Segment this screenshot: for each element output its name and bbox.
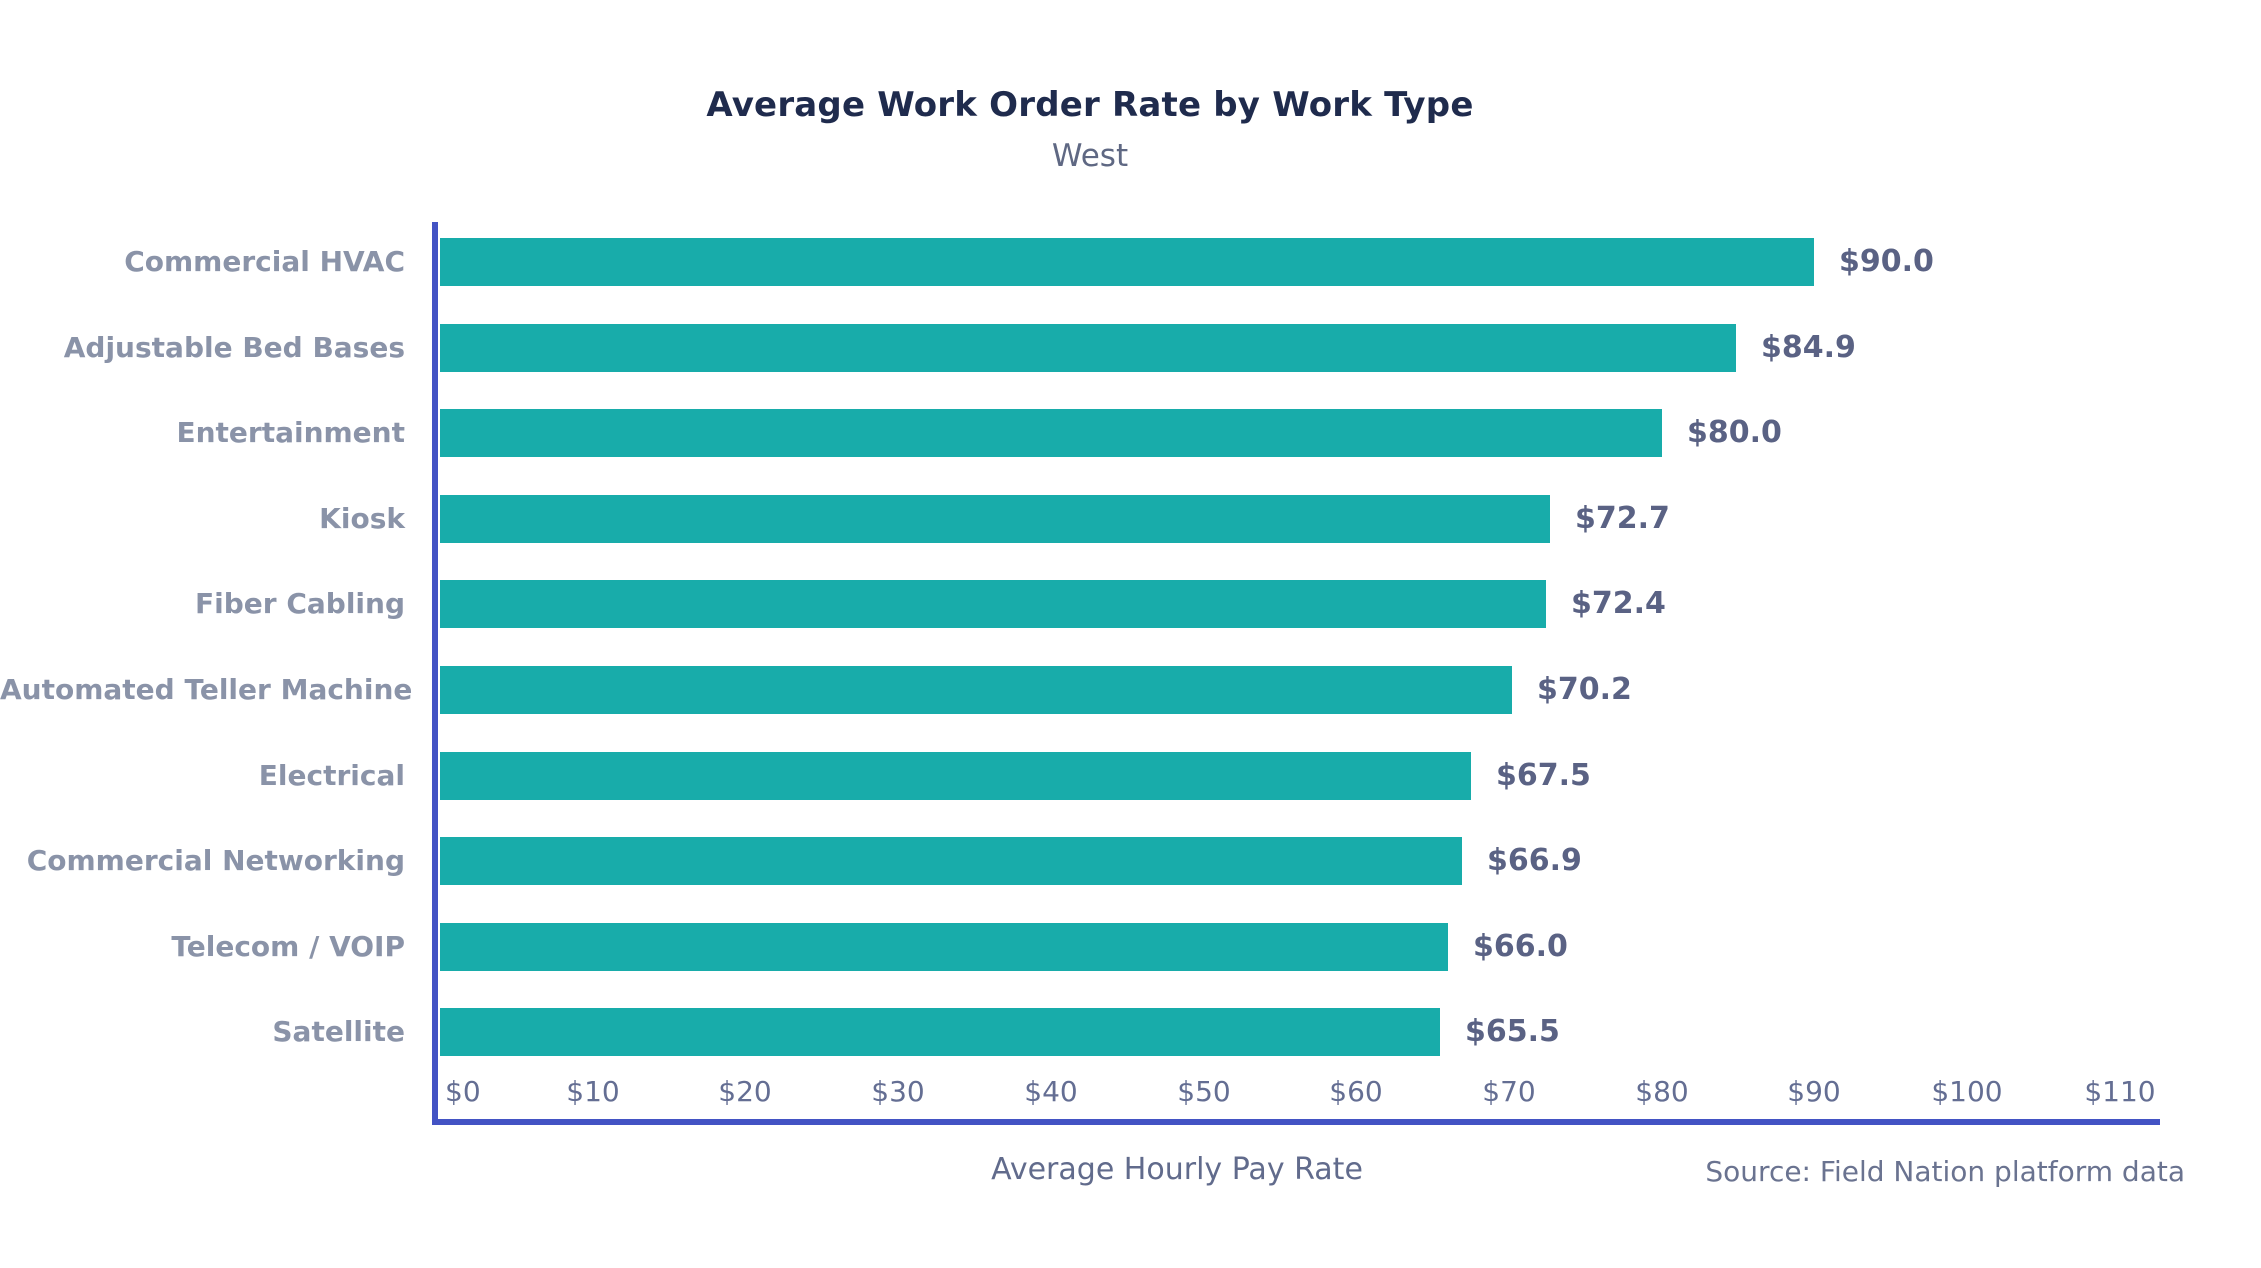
x-axis-title: Average Hourly Pay Rate — [991, 1152, 1363, 1187]
bar — [440, 837, 1462, 885]
category-label: Fiber Cabling — [195, 587, 405, 620]
value-label: $70.2 — [1537, 672, 1632, 707]
x-tick-label: $110 — [2084, 1075, 2156, 1108]
x-tick-label: $90 — [1787, 1075, 1841, 1108]
bar — [440, 324, 1736, 372]
chart-subtitle: West — [1051, 138, 1129, 174]
x-tick-label: $70 — [1482, 1075, 1536, 1108]
value-label: $84.9 — [1761, 330, 1856, 365]
value-label: $72.7 — [1575, 501, 1670, 536]
value-label: $65.5 — [1465, 1014, 1560, 1049]
x-tick-label: $20 — [718, 1075, 772, 1108]
bar — [440, 923, 1448, 971]
x-tick-label: $100 — [1931, 1075, 2003, 1108]
category-label: Commercial Networking — [26, 844, 405, 877]
x-axis-line — [432, 1119, 2160, 1125]
category-label: Commercial HVAC — [124, 245, 405, 278]
source-note: Source: Field Nation platform data — [1705, 1155, 2185, 1188]
bar — [440, 495, 1550, 543]
value-label: $66.0 — [1473, 929, 1568, 964]
value-label: $72.4 — [1571, 586, 1666, 621]
x-tick-label: $40 — [1024, 1075, 1078, 1108]
y-axis-line — [432, 222, 438, 1125]
category-label: Satellite — [272, 1015, 405, 1048]
bar — [440, 409, 1662, 457]
x-tick-label: $50 — [1177, 1075, 1231, 1108]
bar — [440, 238, 1814, 286]
value-label: $66.9 — [1487, 843, 1582, 878]
category-label: Automated Teller Machine — [0, 673, 413, 706]
bar — [440, 752, 1471, 800]
category-label: Electrical — [258, 759, 405, 792]
category-label: Adjustable Bed Bases — [63, 331, 405, 364]
x-tick-label: $0 — [445, 1075, 481, 1108]
x-tick-label: $60 — [1329, 1075, 1383, 1108]
chart-title: Average Work Order Rate by Work Type — [706, 85, 1474, 125]
x-tick-label: $10 — [566, 1075, 620, 1108]
bar — [440, 580, 1546, 628]
x-tick-label: $80 — [1635, 1075, 1689, 1108]
bar — [440, 666, 1512, 714]
x-tick-label: $30 — [871, 1075, 925, 1108]
category-label: Kiosk — [319, 502, 405, 535]
category-label: Telecom / VOIP — [171, 930, 405, 963]
value-label: $90.0 — [1839, 244, 1934, 279]
category-label: Entertainment — [176, 416, 405, 449]
bar — [440, 1008, 1440, 1056]
value-label: $67.5 — [1496, 758, 1591, 793]
value-label: $80.0 — [1687, 415, 1782, 450]
